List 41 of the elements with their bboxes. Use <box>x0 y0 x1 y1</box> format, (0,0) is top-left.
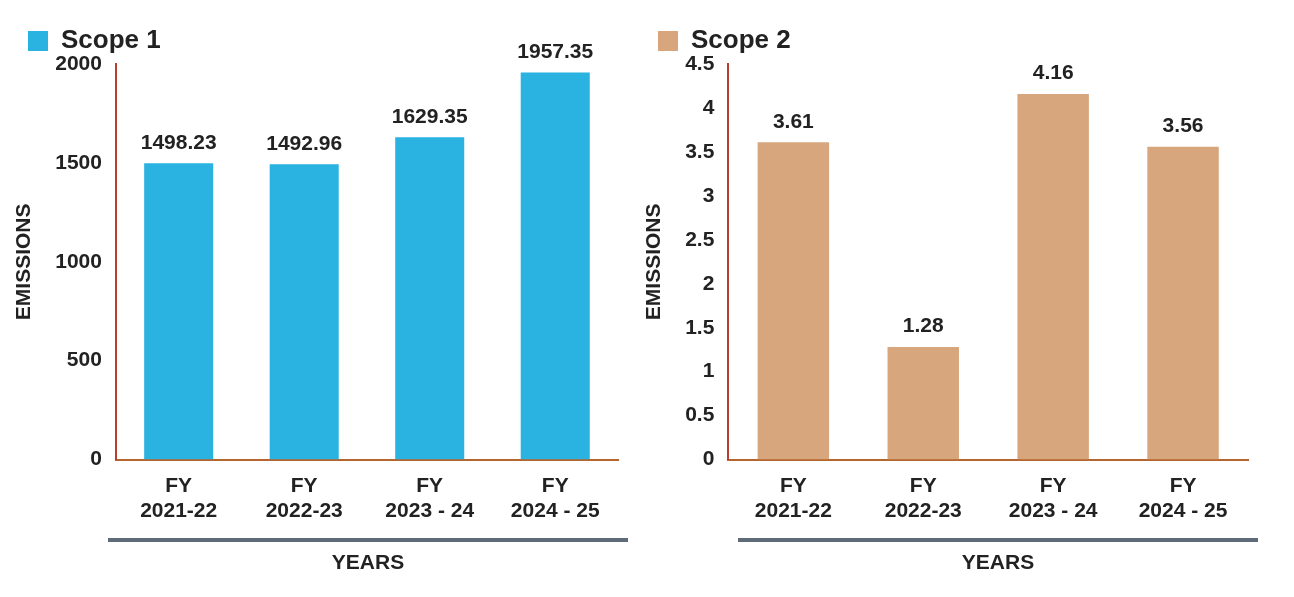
y-tick-label: 1.5 <box>685 314 715 338</box>
x-tick-label: FY 2022-23 <box>884 473 962 522</box>
data-label: 3.56 <box>1162 112 1204 136</box>
y-tick-label: 1 <box>702 358 715 382</box>
y-tick-label: 2 <box>702 270 715 294</box>
bar <box>144 163 214 460</box>
y-tick-label: 2.5 <box>685 226 715 250</box>
y-tick-label: 1000 <box>55 248 102 272</box>
x-tick-label: FY 2023 - 24 <box>1008 473 1098 522</box>
data-label: 1957.35 <box>517 38 594 62</box>
data-label: 4.16 <box>1032 60 1074 84</box>
bar <box>757 142 830 460</box>
bar <box>887 347 959 460</box>
data-label: 1492.96 <box>266 130 343 154</box>
data-label: 1629.35 <box>391 103 468 127</box>
bar <box>1147 146 1219 460</box>
y-axis-title: EMISSIONS <box>641 203 665 321</box>
y-tick-label: 500 <box>66 347 102 371</box>
y-tick-label: 0 <box>90 446 102 470</box>
y-tick-label: 3 <box>702 182 715 206</box>
data-label: 1498.23 <box>140 129 217 153</box>
y-tick-label: 1500 <box>55 149 102 173</box>
bar <box>520 72 590 460</box>
x-tick-label: FY 2024 - 25 <box>1138 473 1228 522</box>
x-tick-label: FY 2022-23 <box>265 473 343 522</box>
x-tick-label: FY 2021-22 <box>140 473 218 522</box>
bar <box>395 137 465 460</box>
y-tick-label: 4 <box>702 94 715 118</box>
x-tick-label: FY 2023 - 24 <box>385 473 475 522</box>
bar <box>1017 93 1089 460</box>
bar <box>269 164 339 460</box>
data-label: 1.28 <box>902 313 944 337</box>
x-axis-title: YEARS <box>738 538 1258 574</box>
x-tick-label: FY 2024 - 25 <box>510 473 600 522</box>
x-tick-label: FY 2021-22 <box>754 473 832 522</box>
y-tick-label: 0 <box>702 446 715 470</box>
y-tick-label: 0.5 <box>685 402 715 426</box>
x-axis-title: YEARS <box>108 538 628 574</box>
y-tick-label: 3.5 <box>685 138 715 162</box>
data-label: 3.61 <box>772 108 815 132</box>
y-axis-title: EMISSIONS <box>11 203 35 321</box>
